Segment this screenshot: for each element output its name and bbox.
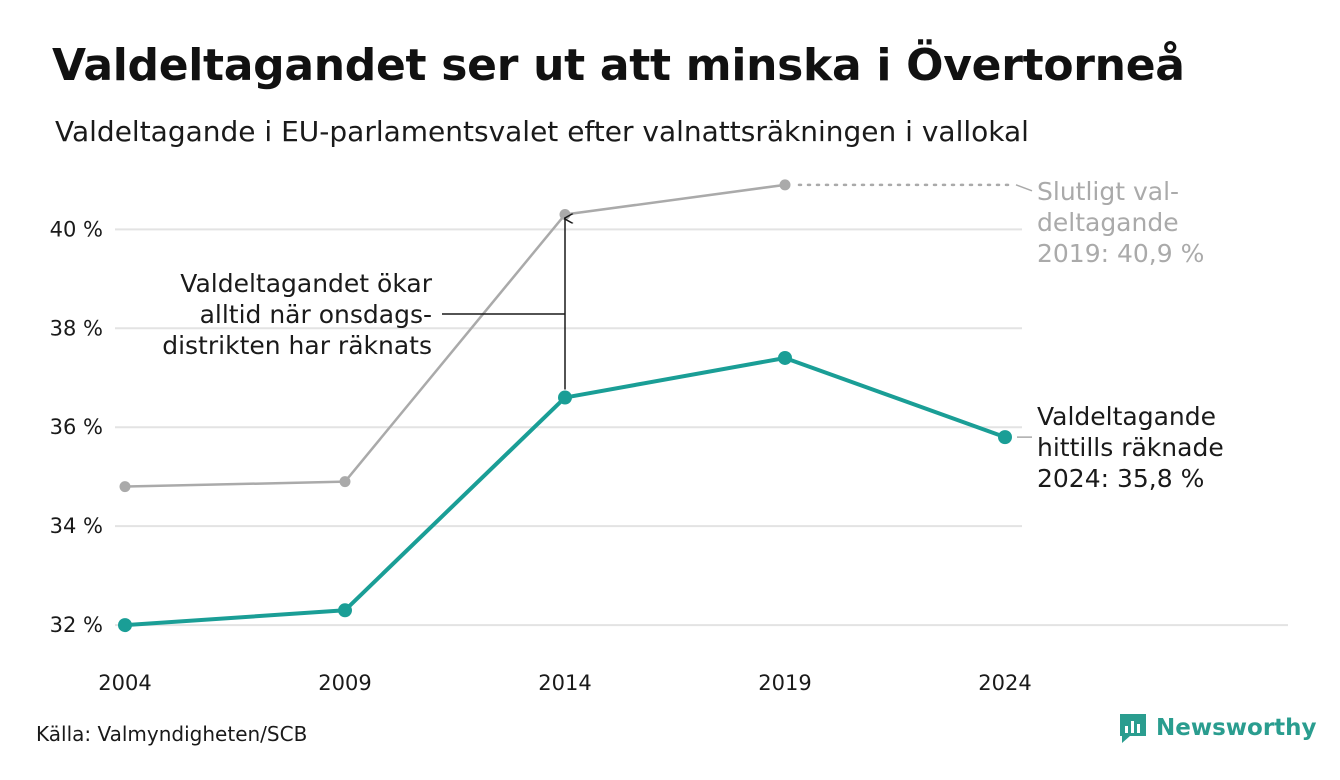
y-tick-label: 38 % [50,316,103,340]
annotation-final-line: Slutligt val- [1037,177,1179,206]
data-point-counted [998,430,1012,445]
annotation-final-line: 2019: 40,9 % [1037,239,1204,268]
data-point-final [119,481,131,493]
x-tick-label: 2014 [538,671,591,695]
chart-title: Valdeltagandet ser ut att minska i Övert… [52,40,1185,91]
annotation-final-line: deltagande [1037,208,1179,237]
data-point-counted [118,618,132,633]
data-point-counted [778,350,792,365]
data-point-final [559,209,571,221]
annotation-counted-line: Valdeltagande [1037,402,1216,431]
annotation-leader [1015,184,1033,192]
x-tick-label: 2024 [978,671,1031,695]
brand-name: Newsworthy [1156,715,1317,741]
series-line-final [124,183,786,488]
data-point-final [339,476,351,488]
annotation-counted-line: 2024: 35,8 % [1037,464,1204,493]
x-tick-label: 2019 [758,671,811,695]
data-point-counted [558,390,572,405]
newsworthy-logo-icon [1120,714,1146,743]
x-tick-label: 2004 [98,671,151,695]
data-point-final [779,179,791,191]
data-point-counted [338,603,352,618]
y-tick-label: 40 % [50,217,103,241]
brand[interactable]: Newsworthy [1118,712,1317,744]
x-tick-label: 2009 [318,671,371,695]
annotation-increase-line: Valdeltagandet ökar [180,269,432,298]
annotation-increase-line: alltid när onsdags- [200,300,432,329]
y-tick-label: 36 % [50,415,103,439]
source-note: Källa: Valmyndigheten/SCB [36,722,308,746]
y-tick-label: 34 % [50,514,103,538]
y-tick-label: 32 % [50,613,103,637]
annotation-increase-line: distrikten har räknats [162,331,432,360]
line-chart: 32 % 34 % 36 % 38 % 40 % 2004 2009 2014 2019 2024… [50,177,1288,695]
chart-subtitle: Valdeltagande i EU-parlamentsvalet efter… [55,115,1029,148]
annotation-counted-line: hittills räknade [1037,433,1224,462]
